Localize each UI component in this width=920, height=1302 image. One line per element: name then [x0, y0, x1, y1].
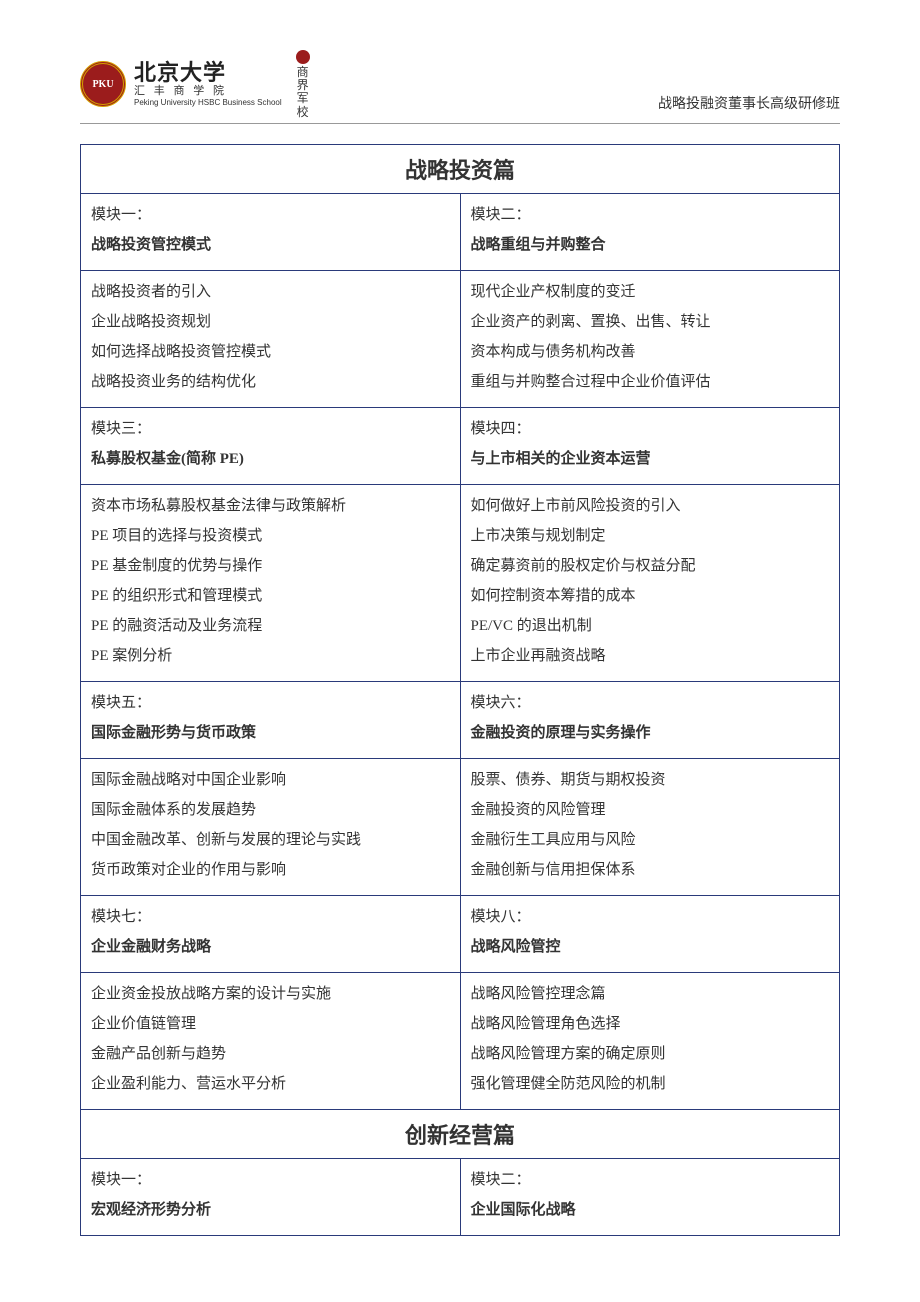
- logo-stamp: 商 界 军 校: [296, 50, 310, 119]
- curriculum-item: 国际金融战略对中国企业影响: [91, 765, 450, 795]
- module-items-cell: 现代企业产权制度的变迁 企业资产的剥离、置换、出售、转让 资本构成与债务机构改善…: [460, 270, 840, 407]
- module-title: 私募股权基金(简称 PE): [91, 444, 450, 474]
- curriculum-item: 国际金融体系的发展趋势: [91, 795, 450, 825]
- logo-english-text: Peking University HSBC Business School: [134, 99, 282, 108]
- curriculum-item: 金融产品创新与趋势: [91, 1039, 450, 1069]
- module-items-cell: 国际金融战略对中国企业影响 国际金融体系的发展趋势 中国金融改革、创新与发展的理…: [81, 758, 461, 895]
- module-title: 战略投资管控模式: [91, 230, 450, 260]
- section-title: 创新经营篇: [81, 1109, 840, 1158]
- logo-text: 北京大学 汇 丰 商 学 院 Peking University HSBC Bu…: [134, 61, 282, 108]
- page-header: PKU 北京大学 汇 丰 商 学 院 Peking University HSB…: [80, 50, 840, 124]
- curriculum-item: 企业价值链管理: [91, 1009, 450, 1039]
- module-label: 模块三：: [91, 414, 450, 444]
- module-items-cell: 战略投资者的引入 企业战略投资规划 如何选择战略投资管控模式 战略投资业务的结构…: [81, 270, 461, 407]
- section-title: 战略投资篇: [81, 144, 840, 193]
- module-label: 模块八：: [471, 902, 830, 932]
- curriculum-item: 如何控制资本筹措的成本: [471, 581, 830, 611]
- curriculum-item: 战略投资业务的结构优化: [91, 367, 450, 397]
- module-cell: 模块八： 战略风险管控: [460, 895, 840, 972]
- module-cell: 模块二： 企业国际化战略: [460, 1158, 840, 1235]
- curriculum-item: 企业资金投放战略方案的设计与实施: [91, 979, 450, 1009]
- module-label: 模块一：: [91, 1165, 450, 1195]
- module-cell: 模块三： 私募股权基金(简称 PE): [81, 407, 461, 484]
- university-seal-icon: PKU: [80, 61, 126, 107]
- curriculum-item: 重组与并购整合过程中企业价值评估: [471, 367, 830, 397]
- curriculum-item: 企业盈利能力、营运水平分析: [91, 1069, 450, 1099]
- stamp-dot-icon: [296, 50, 310, 64]
- module-title: 金融投资的原理与实务操作: [471, 718, 830, 748]
- curriculum-item: 上市决策与规划制定: [471, 521, 830, 551]
- module-title: 企业国际化战略: [471, 1195, 830, 1225]
- curriculum-item: PE 项目的选择与投资模式: [91, 521, 450, 551]
- curriculum-item: 股票、债券、期货与期权投资: [471, 765, 830, 795]
- logo-block: PKU 北京大学 汇 丰 商 学 院 Peking University HSB…: [80, 50, 310, 119]
- module-label: 模块七：: [91, 902, 450, 932]
- module-cell: 模块七： 企业金融财务战略: [81, 895, 461, 972]
- curriculum-item: 中国金融改革、创新与发展的理论与实践: [91, 825, 450, 855]
- stamp-char: 军: [297, 92, 309, 105]
- curriculum-item: 资本市场私募股权基金法律与政策解析: [91, 491, 450, 521]
- curriculum-item: 战略风险管理角色选择: [471, 1009, 830, 1039]
- module-label: 模块二：: [471, 1165, 830, 1195]
- module-label: 模块四：: [471, 414, 830, 444]
- curriculum-item: PE 基金制度的优势与操作: [91, 551, 450, 581]
- curriculum-item: 强化管理健全防范风险的机制: [471, 1069, 830, 1099]
- curriculum-item: 如何选择战略投资管控模式: [91, 337, 450, 367]
- curriculum-item: PE 的组织形式和管理模式: [91, 581, 450, 611]
- module-cell: 模块二： 战略重组与并购整合: [460, 193, 840, 270]
- module-label: 模块一：: [91, 200, 450, 230]
- curriculum-item: 上市企业再融资战略: [471, 641, 830, 671]
- curriculum-item: 战略风险管控理念篇: [471, 979, 830, 1009]
- module-items-cell: 股票、债券、期货与期权投资 金融投资的风险管理 金融衍生工具应用与风险 金融创新…: [460, 758, 840, 895]
- module-label: 模块六：: [471, 688, 830, 718]
- curriculum-table: 战略投资篇 模块一： 战略投资管控模式 模块二： 战略重组与并购整合 战略投资者…: [80, 144, 840, 1236]
- curriculum-item: 金融投资的风险管理: [471, 795, 830, 825]
- module-title: 企业金融财务战略: [91, 932, 450, 962]
- module-title: 战略重组与并购整合: [471, 230, 830, 260]
- curriculum-item: 货币政策对企业的作用与影响: [91, 855, 450, 885]
- module-label: 模块五：: [91, 688, 450, 718]
- module-items-cell: 战略风险管控理念篇 战略风险管理角色选择 战略风险管理方案的确定原则 强化管理健…: [460, 972, 840, 1109]
- curriculum-item: 战略投资者的引入: [91, 277, 450, 307]
- module-items-cell: 企业资金投放战略方案的设计与实施 企业价值链管理 金融产品创新与趋势 企业盈利能…: [81, 972, 461, 1109]
- module-cell: 模块一： 战略投资管控模式: [81, 193, 461, 270]
- module-cell: 模块一： 宏观经济形势分析: [81, 1158, 461, 1235]
- header-course-title: 战略投融资董事长高级研修班: [658, 93, 840, 119]
- logo-sub-text: 汇 丰 商 学 院: [134, 85, 282, 97]
- module-cell: 模块四： 与上市相关的企业资本运营: [460, 407, 840, 484]
- module-cell: 模块六： 金融投资的原理与实务操作: [460, 681, 840, 758]
- module-title: 战略风险管控: [471, 932, 830, 962]
- module-items-cell: 资本市场私募股权基金法律与政策解析 PE 项目的选择与投资模式 PE 基金制度的…: [81, 484, 461, 681]
- module-title: 国际金融形势与货币政策: [91, 718, 450, 748]
- stamp-char: 校: [297, 106, 309, 119]
- curriculum-item: PE/VC 的退出机制: [471, 611, 830, 641]
- curriculum-item: 确定募资前的股权定价与权益分配: [471, 551, 830, 581]
- module-title: 宏观经济形势分析: [91, 1195, 450, 1225]
- curriculum-item: PE 案例分析: [91, 641, 450, 671]
- curriculum-item: 企业战略投资规划: [91, 307, 450, 337]
- curriculum-item: 金融创新与信用担保体系: [471, 855, 830, 885]
- curriculum-item: 战略风险管理方案的确定原则: [471, 1039, 830, 1069]
- curriculum-item: 企业资产的剥离、置换、出售、转让: [471, 307, 830, 337]
- module-title: 与上市相关的企业资本运营: [471, 444, 830, 474]
- module-items-cell: 如何做好上市前风险投资的引入 上市决策与规划制定 确定募资前的股权定价与权益分配…: [460, 484, 840, 681]
- curriculum-item: 资本构成与债务机构改善: [471, 337, 830, 367]
- curriculum-item: PE 的融资活动及业务流程: [91, 611, 450, 641]
- curriculum-item: 现代企业产权制度的变迁: [471, 277, 830, 307]
- curriculum-item: 如何做好上市前风险投资的引入: [471, 491, 830, 521]
- curriculum-item: 金融衍生工具应用与风险: [471, 825, 830, 855]
- logo-main-text: 北京大学: [134, 61, 282, 85]
- module-label: 模块二：: [471, 200, 830, 230]
- module-cell: 模块五： 国际金融形势与货币政策: [81, 681, 461, 758]
